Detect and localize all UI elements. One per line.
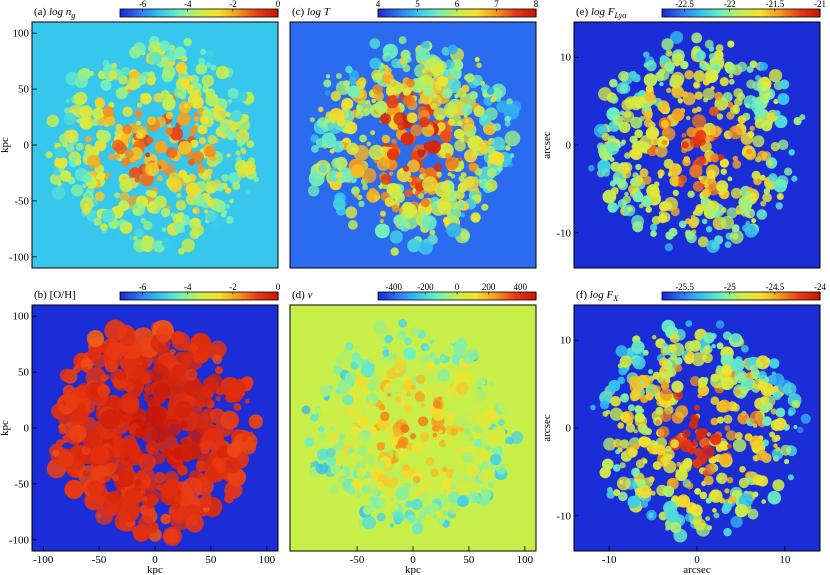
y-tick-label: 0 <box>24 140 30 152</box>
colorbar-tick-label: 5 <box>415 0 420 9</box>
y-tick-label: 50 <box>18 84 30 96</box>
y-tick-label: -10 <box>556 510 571 522</box>
colorbar-tick-label: -24 <box>814 282 826 292</box>
panel-label: (e) log FLyα <box>576 6 627 20</box>
colorbar: -6 -4 -2 0 <box>119 0 281 18</box>
panel-c: (c) log T 4 5 6 7 8 <box>289 0 539 269</box>
x-tick-label: 100 <box>259 554 276 566</box>
panel-label: (a) log ng <box>34 6 75 20</box>
colorbar-tick-label: -21 <box>814 0 826 9</box>
y-tick-label: 0 <box>566 423 572 435</box>
colorbar-tick-label: 400 <box>513 282 527 292</box>
panel-b: (b) [O/H] -6 -4 -2 0 -100 -50 0 50 100 -100 -50 0 50 1… <box>0 282 281 575</box>
y-tick-label: -100 <box>9 534 30 546</box>
x-tick-label: -50 <box>92 554 107 566</box>
colorbar-tick-label: 6 <box>455 0 460 9</box>
colorbar-tick-label: -25.5 <box>675 282 694 292</box>
colorbar-tick-label: -2 <box>229 0 237 9</box>
map-texture <box>46 319 263 546</box>
x-tick-label: -100 <box>33 554 54 566</box>
y-tick-label: -50 <box>14 478 29 490</box>
y-tick-label: 10 <box>560 52 572 64</box>
x-tick-label: 10 <box>779 554 791 566</box>
map-texture <box>588 30 806 253</box>
map-texture <box>301 319 524 535</box>
map-texture <box>590 319 811 543</box>
y-axis-label: kpc <box>0 420 11 436</box>
plot-frame <box>289 21 537 269</box>
colorbar-tick-label: -6 <box>139 282 147 292</box>
colorbar-tick-label: -4 <box>184 0 192 9</box>
x-tick-label: -50 <box>350 554 365 566</box>
colorbar-tick-label: -22.5 <box>675 0 694 9</box>
colorbar-tick-label: 200 <box>482 282 496 292</box>
colorbar-tick-label: 0 <box>276 282 281 292</box>
y-tick-label: 100 <box>13 311 30 323</box>
colorbar-tick-label: -400 <box>386 282 403 292</box>
panel-label: (f) log FX <box>576 289 619 303</box>
x-tick-label: 0 <box>410 554 416 566</box>
colorbar-tick-label: -6 <box>139 0 147 9</box>
colorbar-tick-label: -4 <box>184 282 192 292</box>
map-texture <box>45 36 259 255</box>
panel-label: (c) log T <box>292 6 331 18</box>
x-axis-label: kpc <box>405 564 421 575</box>
colorbar: -25.5 -25 -24.5 -24 <box>661 282 826 301</box>
y-tick-label: -50 <box>14 195 29 207</box>
x-tick-label: 50 <box>463 554 475 566</box>
x-tick-label: -10 <box>602 554 617 566</box>
colorbar-tick-label: -200 <box>417 282 434 292</box>
colorbar-tick-label: 0 <box>455 282 460 292</box>
x-tick-label: 50 <box>205 554 217 566</box>
colorbar-tick-label: 8 <box>534 0 539 9</box>
x-axis-label: kpc <box>147 564 163 575</box>
panel-e: (e) log FLyα -22.5 -22 -21.5 -21 -10 0 10 arcsec <box>541 0 826 269</box>
colorbar-tick-label: 4 <box>376 0 381 9</box>
y-axis-label: kpc <box>0 137 11 153</box>
y-tick-label: 10 <box>560 335 572 347</box>
y-tick-label: 50 <box>18 367 30 379</box>
colorbar: -22.5 -22 -21.5 -21 <box>661 0 826 18</box>
x-tick-label: 0 <box>694 554 700 566</box>
y-tick-label: 100 <box>13 28 30 40</box>
panel-label: (d) v <box>292 289 313 301</box>
x-tick-label: 0 <box>152 554 158 566</box>
y-tick-label: -10 <box>556 227 571 239</box>
y-axis-label: arcsec <box>541 131 553 159</box>
colorbar-tick-label: -25 <box>724 282 736 292</box>
x-axis-label: arcsec <box>683 564 711 575</box>
y-axis-label: arcsec <box>541 414 553 442</box>
colorbar-tick-label: -22 <box>724 0 736 9</box>
panel-label: (b) [O/H] <box>34 289 76 301</box>
map-texture <box>308 36 522 256</box>
panel-f: (f) log FX -25.5 -25 -24.5 -24 -10 0 10 -10 0 10 ar… <box>541 282 826 575</box>
colorbar-tick-label: 0 <box>276 0 281 9</box>
colorbar-tick-label: 7 <box>494 0 499 9</box>
colorbar: -6 -4 -2 0 <box>119 282 281 301</box>
colorbar: -400 -200 0 200 400 <box>377 282 537 301</box>
colorbar-tick-label: -24.5 <box>765 282 784 292</box>
colorbar-tick-label: -21.5 <box>765 0 784 9</box>
panel-a: (a) log ng -6 -4 -2 0 -100 -50 0 50 100 kpc <box>0 0 281 269</box>
y-tick-label: -100 <box>9 251 30 263</box>
y-tick-label: 0 <box>566 140 572 152</box>
y-tick-label: 0 <box>24 423 30 435</box>
colorbar: 4 5 6 7 8 <box>376 0 539 18</box>
panel-d: (d) v -400 -200 0 200 400 -50 0 50 100 kpc <box>289 282 537 575</box>
colorbar-tick-label: -2 <box>229 282 237 292</box>
x-tick-label: 100 <box>517 554 534 566</box>
